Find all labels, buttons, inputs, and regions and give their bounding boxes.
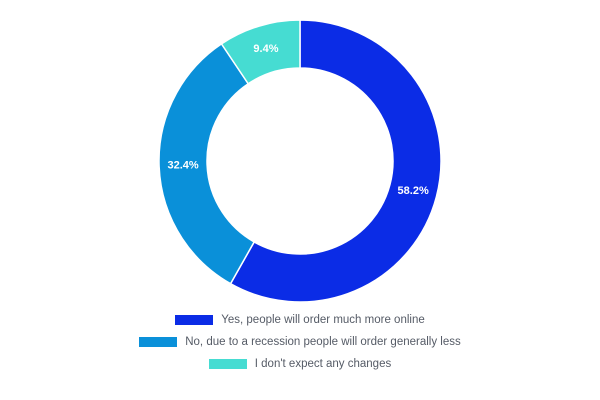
legend-item-1: Yes, people will order much more online — [175, 309, 425, 331]
donut-slice-2 — [158, 42, 256, 285]
legend-item-3: I don't expect any changes — [208, 353, 392, 375]
donut-slice-1 — [229, 19, 442, 303]
donut-chart-svg: 58.2% 32.4% 9.4% — [158, 19, 442, 303]
chart-legend: Yes, people will order much more online N… — [0, 309, 600, 375]
legend-swatch-3 — [208, 359, 247, 369]
slice-value-label-2: 32.4% — [167, 159, 198, 171]
donut-slice-3 — [220, 19, 301, 85]
legend-swatch-1 — [175, 315, 214, 325]
donut-chart: 58.2% 32.4% 9.4% — [158, 19, 442, 303]
legend-label-1: Yes, people will order much more online — [221, 314, 425, 326]
legend-label-3: I don't expect any changes — [254, 358, 392, 370]
legend-label-2: No, due to a recession people will order… — [185, 336, 461, 348]
legend-item-2: No, due to a recession people will order… — [139, 331, 461, 353]
legend-swatch-2 — [139, 337, 178, 347]
slice-value-label-3: 9.4% — [253, 43, 278, 55]
slice-value-label-1: 58.2% — [398, 185, 429, 197]
